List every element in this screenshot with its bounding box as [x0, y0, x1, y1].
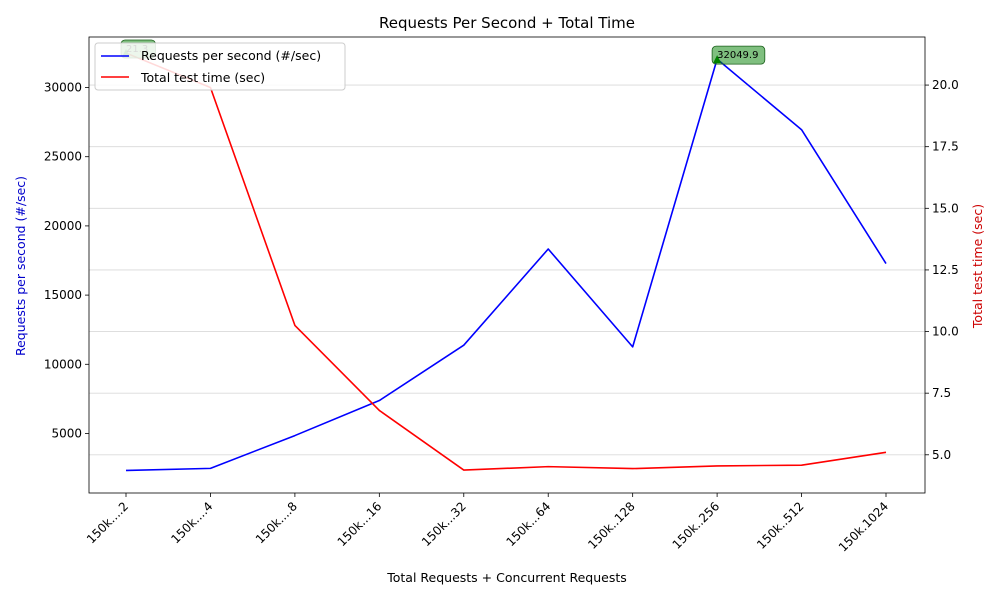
legend-box — [94, 42, 346, 91]
x-axis-title: Total Requests + Concurrent Requests — [386, 570, 627, 585]
legend-label-rps: Requests per second (#/sec) — [141, 48, 321, 63]
left-axis-ticks: 5000 10000 15000 20000 25000 30000 — [44, 81, 89, 440]
left-tick-label: 25000 — [44, 150, 82, 164]
right-tick-label: 7.5 — [932, 386, 951, 400]
legend: Requests per second (#/sec) Total test t… — [94, 42, 346, 91]
grid-layer — [89, 84, 925, 456]
left-tick-label: 30000 — [44, 81, 82, 95]
annotation-label: 32049.9 — [717, 50, 758, 61]
right-axis-title: Total test time (sec) — [970, 204, 985, 329]
left-tick-label: 15000 — [44, 288, 82, 302]
annotation-marker — [713, 55, 722, 64]
series-line-0 — [125, 58, 887, 472]
left-axis-title: Requests per second (#/sec) — [13, 176, 28, 356]
chart-title: Requests Per Second + Total Time — [379, 14, 635, 32]
series-line-1 — [125, 52, 887, 471]
right-axis-ticks: 5.0 7.5 10.0 12.5 15.0 17.5 20.0 — [925, 78, 959, 462]
legend-label-total-time: Total test time (sec) — [140, 70, 265, 85]
right-tick-label: 15.0 — [932, 201, 959, 215]
left-tick-label: 20000 — [44, 219, 82, 233]
right-tick-label: 12.5 — [932, 263, 959, 277]
right-tick-label: 10.0 — [932, 325, 959, 339]
annotation-box — [711, 45, 766, 65]
right-tick-label: 17.5 — [932, 140, 959, 154]
right-tick-label: 20.0 — [932, 78, 959, 92]
right-tick-label: 5.0 — [932, 448, 951, 462]
plot-frame — [88, 36, 926, 494]
series-layer — [125, 52, 887, 472]
left-tick-label: 10000 — [44, 357, 82, 371]
left-tick-label: 5000 — [51, 426, 82, 440]
